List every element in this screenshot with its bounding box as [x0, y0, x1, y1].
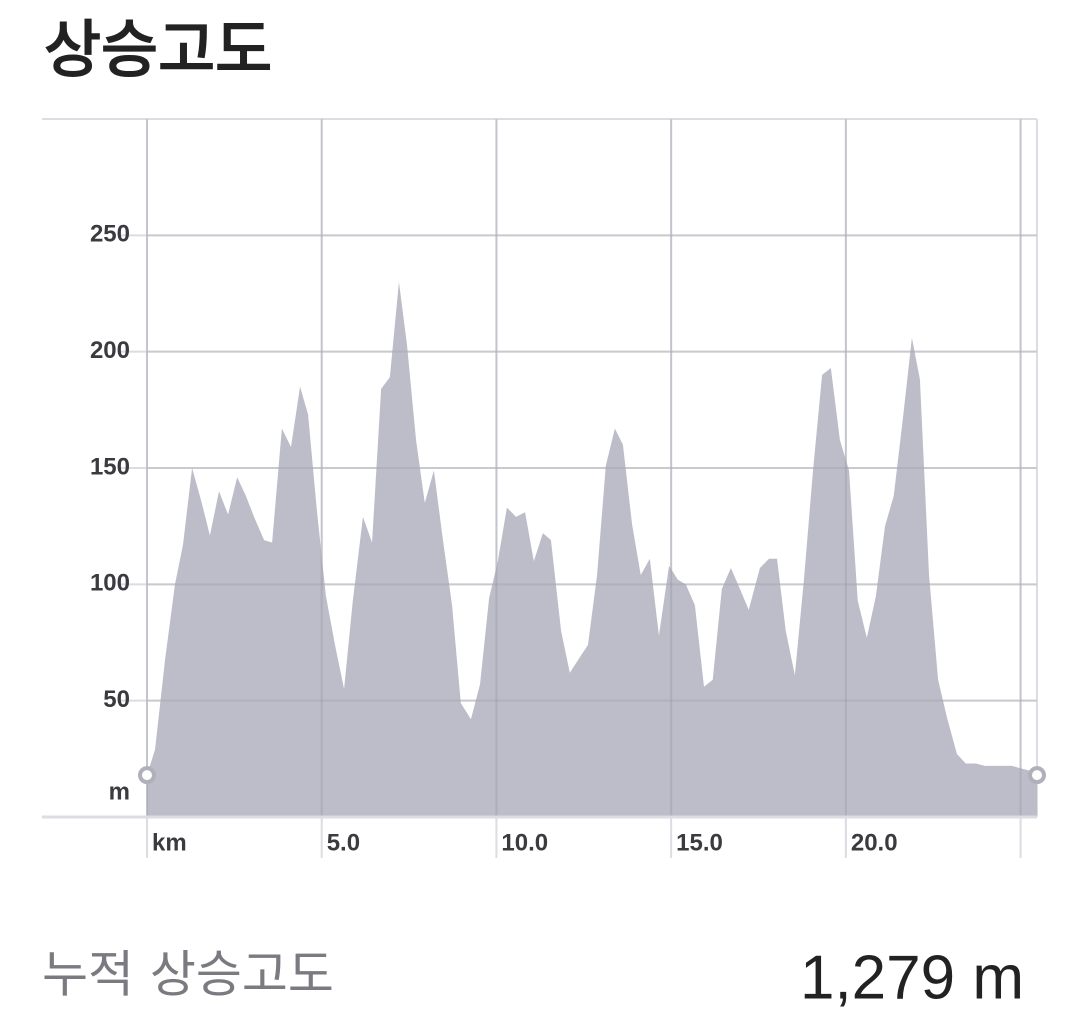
- title: 상승고도: [44, 13, 272, 86]
- x-tick-label: 15.0: [676, 829, 723, 856]
- x-tick-label: 5.0: [327, 829, 360, 856]
- y-tick-label: 100: [90, 570, 130, 597]
- y-tick-label: 50: [103, 686, 130, 713]
- y-tick-label: 200: [90, 337, 130, 364]
- x-tick-label: 10.0: [501, 829, 548, 856]
- x-tick-label: km: [152, 829, 187, 856]
- x-tick-label: 20.0: [851, 829, 898, 856]
- end-marker: [138, 766, 156, 785]
- y-tick-label: 250: [90, 221, 130, 248]
- summary-value: 1,279 m: [800, 943, 1024, 1012]
- y-tick-label: 150: [90, 453, 130, 480]
- elevation-area: [147, 281, 1037, 817]
- end-marker: [1028, 766, 1046, 785]
- summary-label: 누적 상승고도: [42, 946, 334, 1004]
- y-unit: m: [109, 778, 130, 805]
